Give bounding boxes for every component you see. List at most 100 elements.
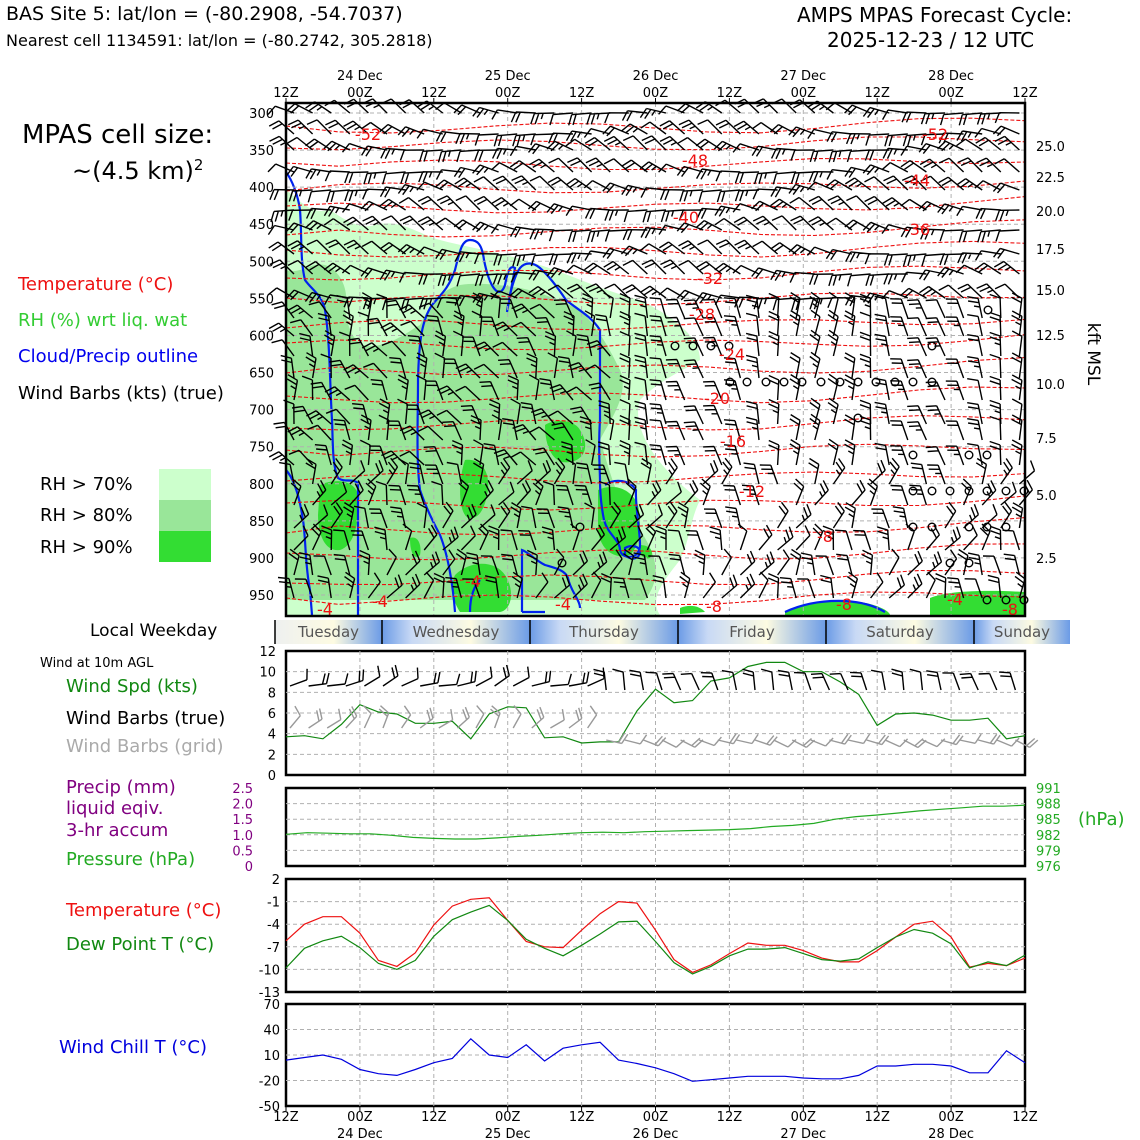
profile-wind-barb <box>510 502 522 529</box>
profile-wind-barb <box>907 421 928 441</box>
profile-wind-barb <box>585 283 611 299</box>
precip-ytick: 2.0 <box>232 798 253 813</box>
profile-wind-barb <box>400 171 425 184</box>
profile-wind-barb <box>758 524 773 551</box>
profile-wind-barb <box>378 414 390 441</box>
bottom-date-label: 25 Dec <box>485 1127 531 1140</box>
profile-wind-barb <box>945 380 965 401</box>
grid-wind-barb <box>959 733 982 744</box>
profile-wind-barb <box>483 443 500 466</box>
grid-wind-barb <box>289 705 301 729</box>
profile-wind-barb <box>576 334 593 357</box>
precip-ytick: 1.5 <box>232 813 253 828</box>
profile-wind-barb <box>435 102 462 114</box>
grid-wind-barb <box>698 736 722 747</box>
profile-wind-barb <box>547 284 574 299</box>
profile-wind-barb <box>361 121 388 135</box>
profile-wind-barb <box>277 576 295 599</box>
profile-wind-barb <box>529 303 555 319</box>
profile-wind-barb <box>603 260 630 275</box>
profile-wind-barb <box>945 420 965 441</box>
precip-label-2: liquid eqiv. <box>66 798 164 819</box>
profile-wind-barb <box>374 526 388 551</box>
profile-wind-barb <box>380 322 407 337</box>
profile-wind-barb <box>1002 529 1021 551</box>
profile-wind-barb <box>907 550 923 576</box>
profile-wind-barb <box>287 240 314 255</box>
weekday-name: Friday <box>729 623 775 641</box>
temperature-contour <box>285 443 1026 458</box>
top-hour-tick: 00Z <box>791 86 817 101</box>
profile-wind-barb <box>844 352 856 379</box>
profile-wind-barb <box>460 503 477 529</box>
profile-wind-barb <box>890 420 909 441</box>
temperature-contour <box>285 136 1026 151</box>
profile-wind-barb <box>288 548 300 576</box>
profile-wind-barb <box>919 285 946 299</box>
profile-wind-barb <box>874 442 890 466</box>
cloud-outline-6 <box>784 599 886 613</box>
profile-wind-barb <box>945 358 965 379</box>
calm-circle <box>742 377 752 387</box>
wind10-grid-label: Wind Barbs (grid) <box>66 736 224 757</box>
profile-wind-barb <box>874 377 890 401</box>
weekday-band <box>382 620 530 644</box>
profile-wind-barb <box>957 252 983 264</box>
weekday-strip: Tuesday Wednesday Thursday Friday Saturday Su… <box>274 620 1070 644</box>
profile-wind-barb <box>808 171 834 183</box>
profile-wind-barb <box>388 484 407 506</box>
profile-wind-barb <box>864 195 890 211</box>
profile-wind-barb <box>828 291 839 319</box>
profile-wind-barb <box>399 215 425 231</box>
profile-wind-barb <box>945 445 965 466</box>
profile-wind-barb <box>324 330 336 357</box>
profile-wind-barb <box>398 458 409 485</box>
true-wind-barb <box>420 671 441 687</box>
true-wind-barb <box>550 673 572 687</box>
calm-circle <box>964 522 974 532</box>
profile-wind-barb <box>553 574 571 599</box>
profile-wind-barb <box>890 380 909 401</box>
profile-wind-barb <box>484 575 500 599</box>
wind-ytick: 2 <box>268 748 276 763</box>
true-wind-barb <box>401 667 419 687</box>
temperature-contour-label: -8 <box>706 597 722 616</box>
profile-wind-barb <box>460 405 481 425</box>
profile-wind-barb <box>641 259 667 275</box>
calm-circle <box>908 377 918 387</box>
precip-ytick: 2.5 <box>232 782 253 797</box>
kft-tick: 7.5 <box>1036 432 1057 447</box>
profile-wind-barb <box>920 112 946 125</box>
profile-wind-barb <box>723 419 742 441</box>
profile-wind-barb <box>888 574 906 599</box>
profile-wind-barb <box>992 125 1020 137</box>
kft-tick: 25.0 <box>1036 140 1065 155</box>
profile-wind-barb <box>1000 458 1013 485</box>
legend-rh90-swatch <box>159 531 211 562</box>
profile-wind-barb <box>455 385 481 401</box>
profile-wind-barb <box>884 133 908 147</box>
cell-size-text: ~(4.5 km) <box>72 157 194 185</box>
grid-wind-barb <box>512 705 522 729</box>
chill-ytick: 40 <box>263 1024 280 1039</box>
profile-wind-barb <box>827 296 853 309</box>
profile-wind-barb <box>286 103 313 114</box>
profile-wind-barb <box>809 297 834 310</box>
profile-wind-barb <box>695 168 722 180</box>
profile-wind-barb <box>479 479 494 506</box>
top-hour-tick: 00Z <box>938 86 964 101</box>
profile-wind-barb <box>1018 460 1036 485</box>
calm-circle <box>927 522 937 532</box>
profile-wind-barb <box>435 130 462 143</box>
grid-wind-barb <box>996 737 1020 747</box>
profile-wind-barb <box>341 439 354 466</box>
profile-wind-barb <box>993 260 1020 275</box>
profile-wind-barb <box>417 216 444 231</box>
rh90-region-10 <box>680 605 705 614</box>
profile-wind-barb <box>907 337 928 357</box>
profile-wind-barb <box>788 126 816 138</box>
profile-wind-barb <box>845 251 871 263</box>
profile-wind-barb <box>317 575 332 599</box>
top-hour-tick: 12Z <box>569 86 595 101</box>
profile-wind-barb <box>777 501 789 529</box>
